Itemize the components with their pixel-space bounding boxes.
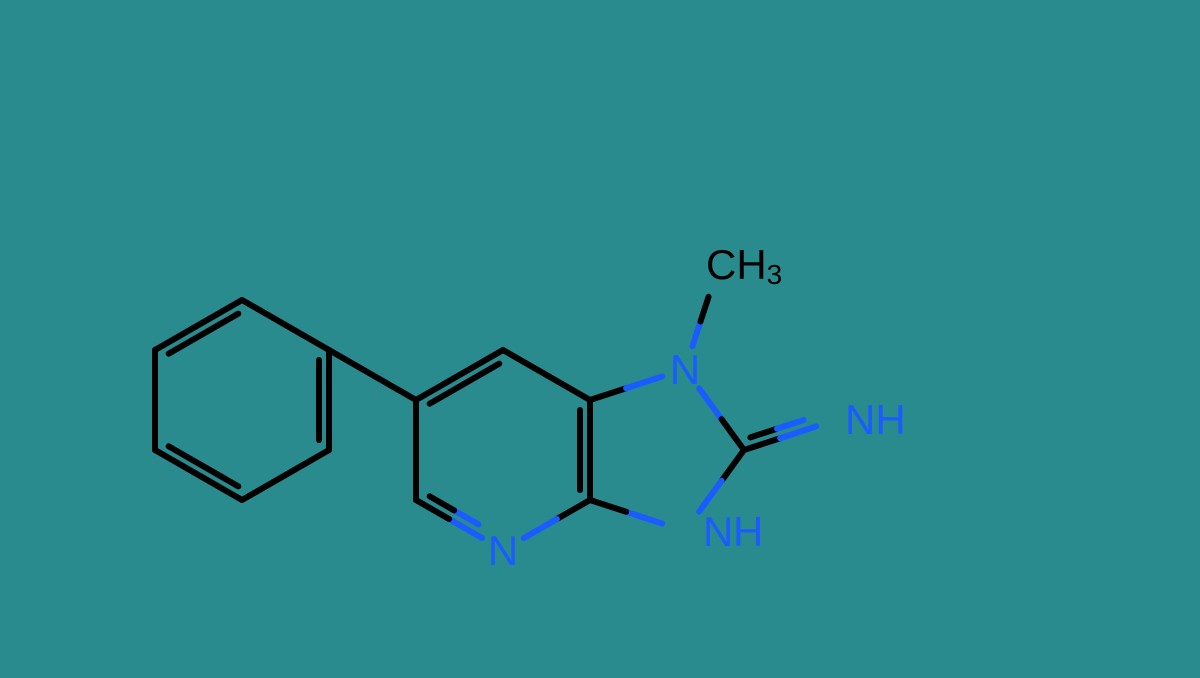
- atom-label: NH: [845, 396, 906, 443]
- atom-label: N: [703, 508, 733, 555]
- chemical-structure-diagram: NNNHNHCH3: [0, 0, 1200, 678]
- atom-label: N: [488, 527, 518, 574]
- atom-label: H: [733, 508, 763, 555]
- atom-label: N: [670, 346, 700, 393]
